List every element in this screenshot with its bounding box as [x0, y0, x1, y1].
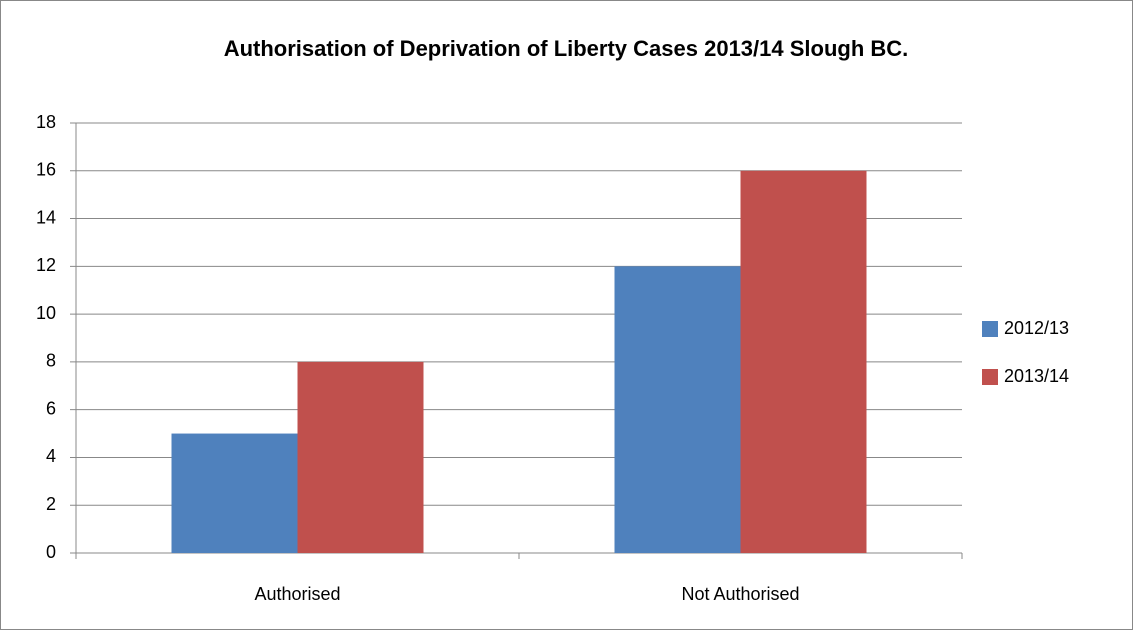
bar — [297, 361, 424, 553]
y-tick-label: 0 — [46, 542, 56, 562]
x-tick-label: Not Authorised — [681, 584, 799, 604]
x-tick-label: Authorised — [254, 584, 340, 604]
legend-label: 2012/13 — [1004, 318, 1069, 338]
legend-swatch — [982, 321, 998, 337]
chart-title: Authorisation of Deprivation of Liberty … — [224, 36, 909, 61]
y-tick-label: 18 — [36, 112, 56, 132]
y-tick-label: 8 — [46, 351, 56, 371]
bar — [171, 433, 298, 553]
bar — [740, 170, 867, 553]
bar — [614, 266, 741, 553]
y-tick-label: 4 — [46, 446, 56, 466]
legend-swatch — [982, 369, 998, 385]
y-tick-label: 14 — [36, 207, 56, 227]
y-tick-label: 12 — [36, 255, 56, 275]
y-tick-label: 2 — [46, 494, 56, 514]
y-tick-label: 6 — [46, 398, 56, 418]
legend-label: 2013/14 — [1004, 366, 1069, 386]
y-tick-label: 10 — [36, 303, 56, 323]
y-tick-label: 16 — [36, 160, 56, 180]
